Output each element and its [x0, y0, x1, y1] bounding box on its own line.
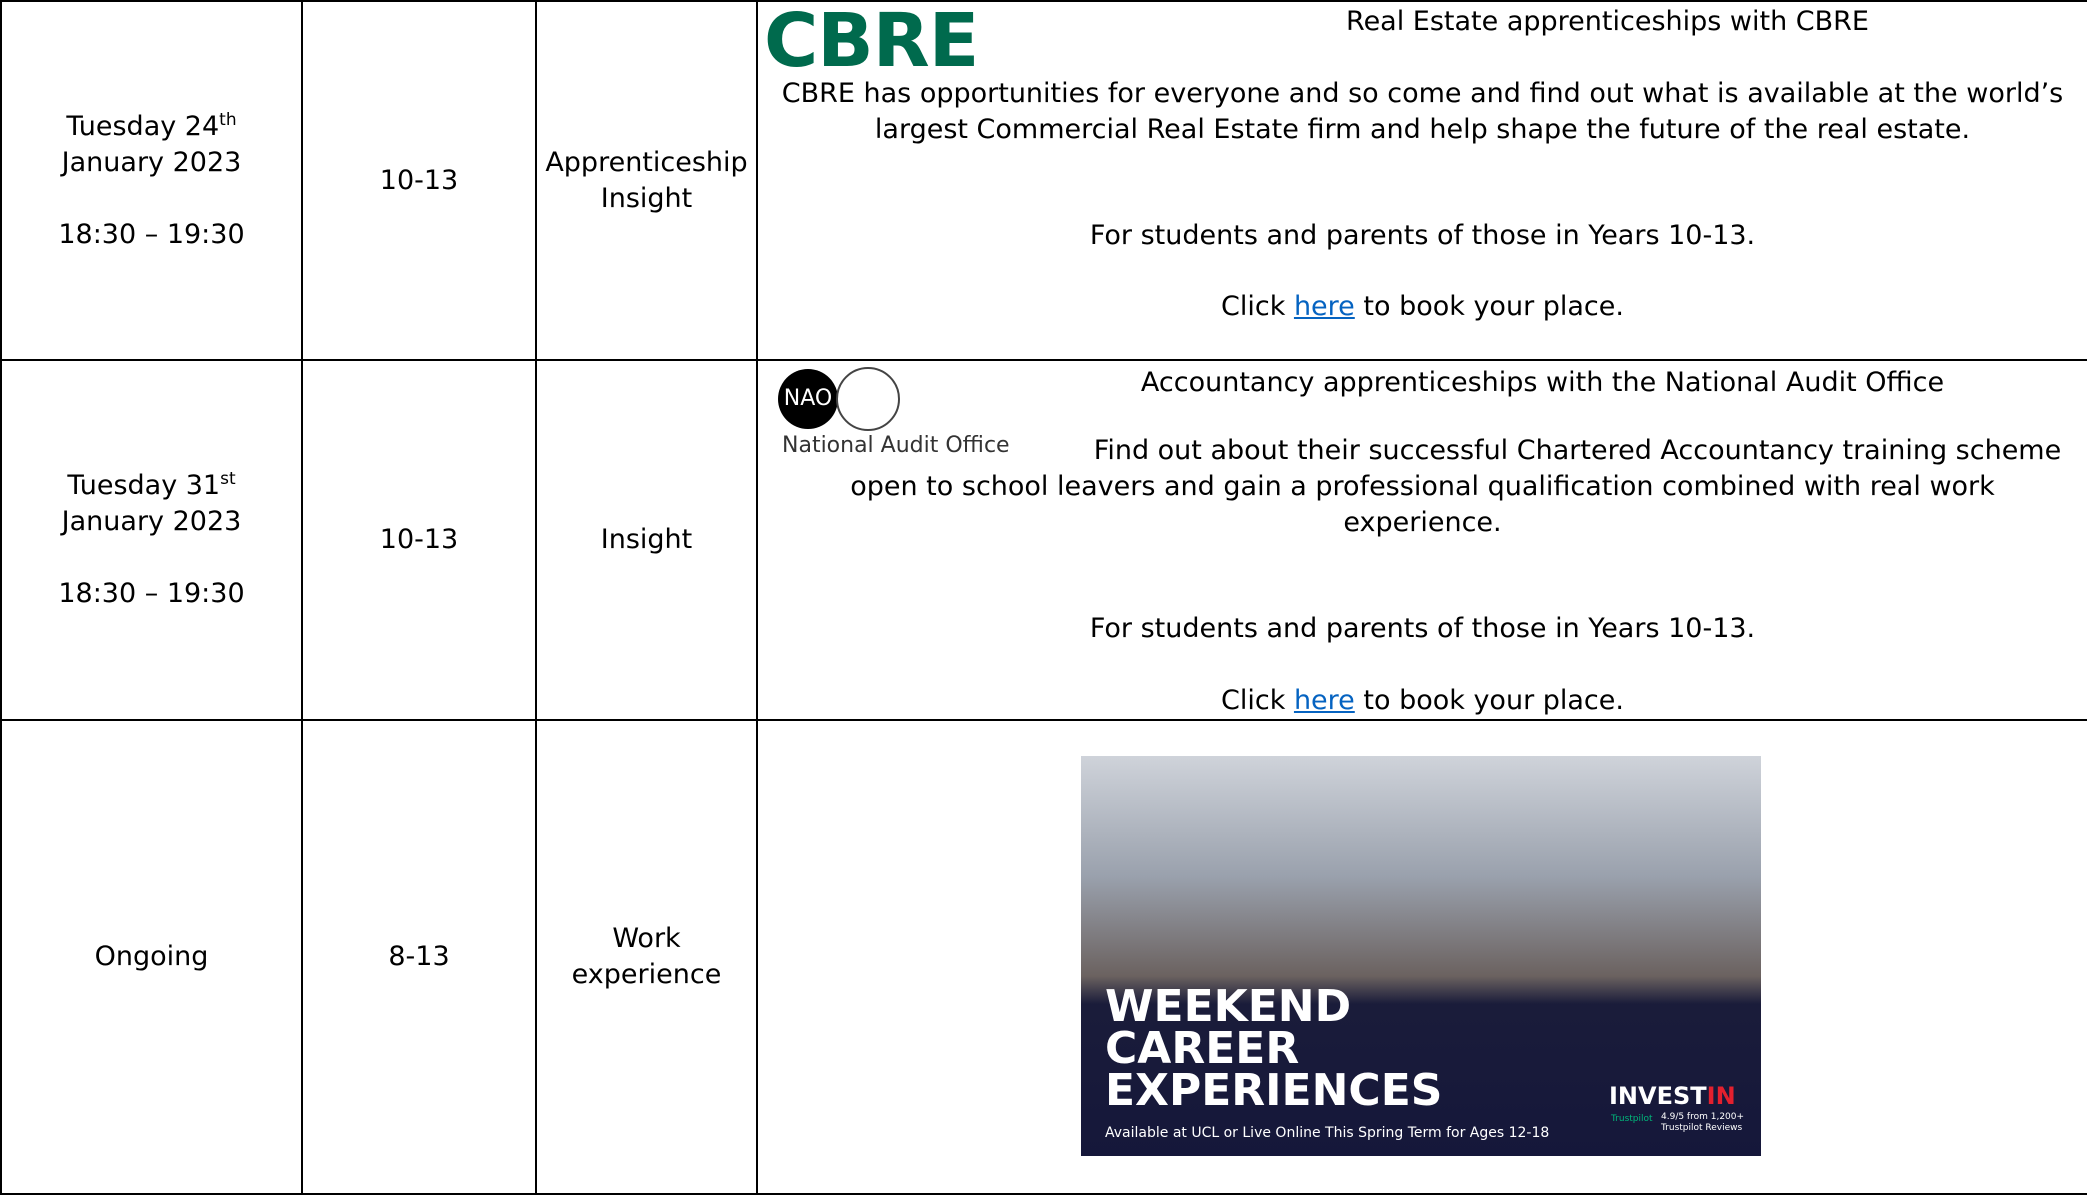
years: 10-13 — [301, 359, 537, 721]
type: Insight — [535, 359, 758, 721]
years: 10-13 — [301, 0, 537, 361]
brand-accent: IN — [1706, 1082, 1736, 1110]
day: Tuesday 31 — [67, 470, 221, 501]
years: 8-13 — [301, 719, 537, 1195]
date-cell: Tuesday 31st January 2023 18:30 – 19:30 — [0, 359, 303, 721]
row: Ongoing 8-13 Work experience WEEKEND CAR… — [0, 719, 2087, 1195]
type: Work experience — [535, 719, 758, 1195]
title: Real Estate apprenticeships with CBRE — [1346, 6, 1869, 37]
time: 18:30 – 19:30 — [58, 218, 245, 250]
time: 18:30 – 19:30 — [58, 578, 245, 609]
text: to book your place. — [1363, 685, 1624, 716]
month: January 2023 — [61, 146, 242, 178]
row: Tuesday 31st January 2023 18:30 – 19:30 10… — [0, 359, 2087, 721]
month: January 2023 — [61, 506, 242, 537]
booking: Click here to book your place. — [758, 683, 2087, 719]
text: Click — [1221, 291, 1286, 322]
brand: INVEST — [1609, 1082, 1707, 1110]
sup: th — [219, 109, 237, 130]
sup: st — [220, 469, 236, 489]
booking: Click here to book your place. — [758, 289, 2087, 325]
audience: For students and parents of those in Yea… — [1089, 220, 1756, 251]
logo-crest — [836, 367, 900, 431]
description: CBRE has opportunities for everyone and … — [781, 78, 2064, 145]
rating-source: Trustpilot — [1611, 1114, 1653, 1124]
details: CBRE Real Estate apprenticeships with CB… — [756, 0, 2087, 361]
date: Ongoing — [0, 719, 303, 1195]
row: Tuesday 24th January 2023 18:30 – 19:30 10… — [0, 0, 2087, 361]
details: NAO National Audit Office Accountancy ap… — [756, 359, 2087, 721]
poster-headline: EXPERIENCES — [1105, 1065, 1443, 1116]
poster-brand: INVESTIN — [1609, 1082, 1736, 1110]
title: Accountancy apprenticeships with the Nat… — [1140, 367, 1945, 398]
logo-badge: NAO — [778, 369, 838, 429]
poster-headline: CAREER — [1105, 1023, 1300, 1074]
poster: WEEKEND CAREER EXPERIENCES Available at … — [1081, 756, 1761, 1156]
poster-headline: WEEKEND — [1105, 981, 1352, 1032]
logo: CBRE — [764, 0, 979, 84]
type: Apprenticeship Insight — [535, 0, 758, 361]
poster-subline: Available at UCL or Live Online This Spr… — [1105, 1125, 1550, 1141]
logo-name: National Audit Office — [782, 433, 1010, 458]
text: Click — [1221, 685, 1286, 716]
audience: For students and parents of those in Yea… — [1089, 613, 1756, 644]
description: Find out about their successful Chartere… — [850, 435, 2062, 538]
day: Tuesday 24 — [66, 110, 220, 142]
text: to book your place. — [1363, 291, 1624, 322]
rating: 4.9/5 from 1,200+ Trustpilot Reviews — [1661, 1112, 1745, 1133]
details: WEEKEND CAREER EXPERIENCES Available at … — [756, 719, 2087, 1195]
date-cell: Tuesday 24th January 2023 18:30 – 19:30 — [0, 0, 303, 361]
link[interactable]: here — [1293, 685, 1355, 716]
link[interactable]: here — [1293, 291, 1355, 322]
